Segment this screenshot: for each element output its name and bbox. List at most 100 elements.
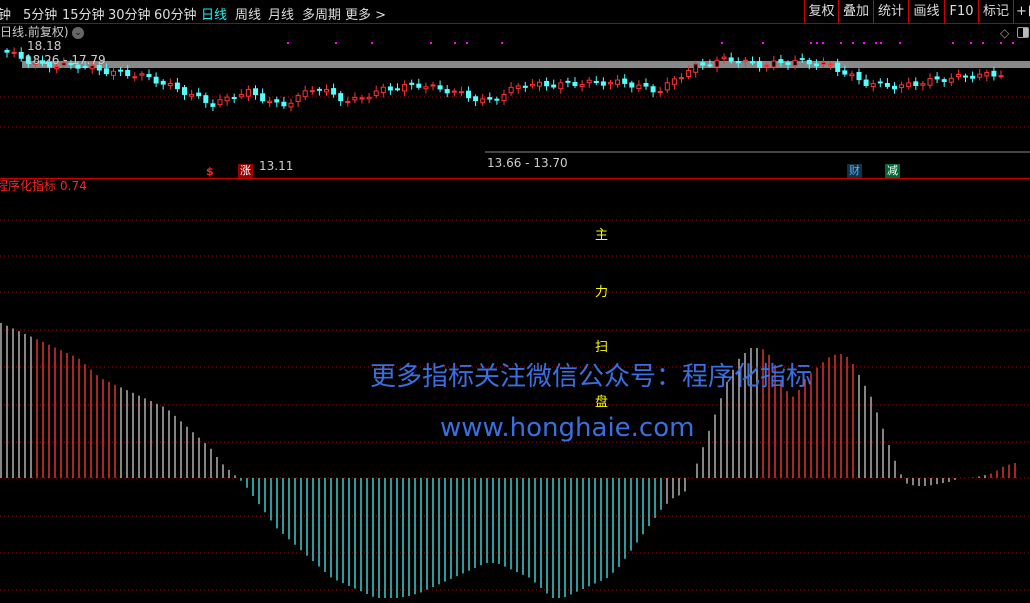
tab-30min[interactable]: 30分钟 (108, 8, 151, 23)
candle-body (103, 68, 109, 75)
candle-body (11, 51, 17, 54)
signal-dot (863, 42, 865, 44)
add-custom-button[interactable]: +自 (1013, 0, 1030, 24)
overlay-button[interactable]: 叠加 (838, 0, 873, 24)
statistics-button[interactable]: 统计 (873, 0, 908, 24)
candle-body (132, 76, 138, 79)
diamond-icon[interactable]: ◇ (1000, 26, 1010, 40)
chevron-down-circle-icon[interactable]: ⌄ (72, 27, 84, 39)
candle-body (167, 82, 173, 87)
candle-body (444, 89, 450, 94)
candle-body (18, 51, 24, 59)
candle-body (586, 79, 592, 84)
candle-body (54, 66, 60, 70)
candle-body (160, 80, 166, 85)
candle-body (515, 85, 521, 89)
candle-body (970, 75, 976, 79)
candle-body (771, 60, 777, 68)
candle-body (75, 64, 81, 69)
candle-body (558, 82, 564, 90)
tab-weekly[interactable]: 周线 (235, 8, 262, 23)
tab-5min[interactable]: 5分钟 (23, 8, 58, 23)
tab-more[interactable]: 更多 > (345, 8, 387, 23)
candle-body (757, 61, 763, 68)
restore-rights-button[interactable]: 复权 (804, 0, 838, 24)
candle-body (735, 61, 741, 64)
candle-body (451, 90, 457, 93)
panel-toggle-icon[interactable] (1017, 27, 1029, 38)
candle-body (593, 81, 599, 84)
candle-body (196, 92, 202, 97)
candle-body (40, 60, 45, 64)
signal-dot (501, 42, 503, 44)
watermark-line1: 更多指标关注微信公众号：程序化指标 (370, 362, 813, 392)
candle-body (785, 62, 791, 65)
candle-body (998, 75, 1004, 78)
signal-dot (970, 42, 972, 44)
dollar-marker[interactable]: $ (206, 165, 214, 178)
signal-dot (810, 42, 812, 44)
candle-body (224, 96, 230, 102)
candle-body (920, 83, 926, 86)
mark-button[interactable]: 标记 (978, 0, 1013, 24)
candle-body (679, 77, 684, 80)
tab-multi-period[interactable]: 多周期 (302, 8, 342, 23)
candle-body (671, 78, 677, 85)
candle-body (615, 79, 621, 85)
candle-body (863, 79, 869, 86)
low-label: 13.11 (259, 159, 294, 173)
candle-body (118, 69, 124, 72)
candle-body (522, 85, 528, 88)
candle-body (359, 97, 365, 100)
indicator-value: 0.74 (60, 179, 87, 193)
signal-dot (371, 42, 373, 44)
candle-body (288, 102, 294, 108)
candle-body (182, 87, 187, 95)
signal-dot (840, 42, 842, 44)
candle-body (813, 63, 819, 67)
zhang-marker[interactable]: 涨 (238, 164, 253, 178)
candle-body (210, 103, 216, 107)
candle-body (352, 97, 358, 101)
candle-body (281, 101, 287, 107)
candle-body (458, 91, 464, 94)
candle-body (387, 86, 393, 91)
f10-button[interactable]: F10 (944, 0, 978, 24)
signal-dot (287, 42, 289, 44)
signal-dot (852, 42, 854, 44)
candle-body (89, 65, 95, 70)
candle-body (693, 63, 699, 73)
vertical-text-char: 力 (595, 285, 609, 300)
tab-monthly[interactable]: 月线 (268, 8, 295, 23)
tab-15min[interactable]: 15分钟 (62, 8, 105, 23)
candle-body (565, 80, 571, 83)
signal-dot (1012, 42, 1014, 44)
candle-body (984, 72, 990, 77)
watermark-url: www.honghaie.com (440, 413, 695, 443)
tab-daily[interactable]: 日线 (201, 8, 228, 23)
candle-body (309, 90, 315, 93)
candle-body (870, 83, 876, 87)
candle-body (508, 86, 514, 94)
cai-marker[interactable]: 财 (847, 164, 862, 178)
jian-marker[interactable]: 减 (885, 164, 900, 178)
candle-body (466, 90, 471, 99)
draw-line-button[interactable]: 画线 (908, 0, 944, 24)
candle-body (529, 83, 535, 87)
signal-dot (899, 42, 901, 44)
indicator-title: 程序化指标 (0, 179, 57, 193)
candle-body (792, 59, 798, 67)
candle-body (395, 88, 400, 91)
period-toolbar: 钟 5分钟 15分钟 30分钟 60分钟 日线 周线 月线 多周期 更多 > 复… (0, 0, 1030, 24)
candle-body (111, 70, 116, 76)
candle-body (125, 70, 131, 77)
tab-1min[interactable]: 钟 (0, 8, 12, 23)
candle-body (764, 64, 770, 67)
candle-body (948, 77, 954, 83)
candle-body (714, 59, 720, 68)
candle-body (430, 84, 436, 87)
candle-body (608, 82, 613, 85)
candle-body (629, 82, 635, 88)
tab-60min[interactable]: 60分钟 (154, 8, 197, 23)
